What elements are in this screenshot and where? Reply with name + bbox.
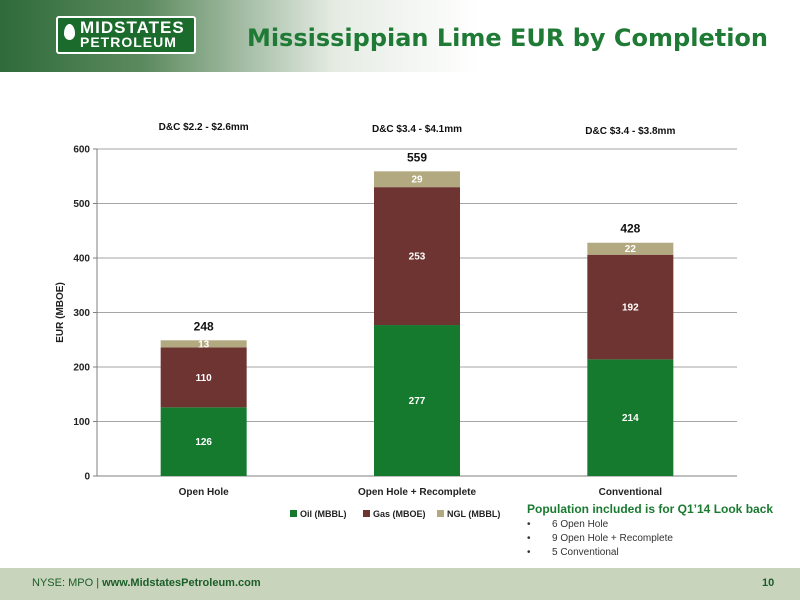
bar-segment: [587, 242, 674, 255]
bar-segment: [374, 325, 460, 476]
data-label: 13: [198, 339, 210, 350]
company-logo: MIDSTATES PETROLEUM: [56, 16, 196, 54]
legend-swatch: [363, 510, 370, 517]
y-tick-label: 600: [73, 145, 90, 156]
list-item: • 6 Open Hole: [527, 518, 673, 532]
total-label: 428: [620, 222, 640, 236]
data-label: 29: [411, 175, 423, 186]
data-label: 253: [409, 252, 426, 263]
data-label: 110: [196, 373, 213, 384]
y-axis-label: EUR (MBOE): [55, 282, 66, 343]
x-tick-label: Open Hole: [179, 487, 229, 498]
bar-segment: [374, 187, 460, 326]
population-title: Population included is for Q1’14 Look ba…: [527, 502, 774, 516]
x-tick-label: Conventional: [599, 487, 663, 498]
footer-bar: [0, 568, 800, 600]
y-tick-label: 200: [73, 363, 90, 374]
bar-segment: [587, 254, 674, 360]
data-label: 126: [195, 437, 212, 448]
legend-swatch: [290, 510, 297, 517]
bullet-icon: •: [527, 533, 531, 544]
list-item: • 5 Conventional: [527, 546, 673, 560]
slide-title: Mississippian Lime EUR by Completion: [246, 24, 768, 52]
legend-label: NGL (MBBL): [447, 509, 500, 519]
logo-line-1: MIDSTATES: [80, 18, 185, 37]
population-item: 9 Open Hole + Recomplete: [552, 533, 673, 544]
bar-segment: [374, 171, 460, 188]
population-item: 6 Open Hole: [552, 519, 609, 530]
data-label: 214: [622, 413, 639, 424]
eur-stacked-bar-chart: 0 100 200 300 400 500 600 EUR (MBOE) 126 110 13 248…: [55, 122, 737, 519]
page-number: 10: [762, 577, 775, 589]
bar-segment: [160, 407, 247, 476]
logo-line-2: PETROLEUM: [80, 34, 177, 50]
population-item: 5 Conventional: [552, 547, 619, 558]
total-label: 559: [407, 150, 427, 164]
footer-url-link[interactable]: www.MidstatesPetroleum.com: [102, 577, 261, 589]
list-item: • 9 Open Hole + Recomplete: [527, 532, 673, 546]
bar-segment: [160, 340, 247, 348]
footer-ticker: NYSE: MPO: [32, 577, 94, 589]
bullet-icon: •: [527, 547, 531, 558]
y-tick-label: 0: [84, 472, 90, 483]
cost-annotation: D&C $3.4 - $4.1mm: [372, 124, 462, 135]
y-tick-label: 500: [73, 199, 90, 210]
total-label: 248: [194, 319, 214, 333]
bar-segment: [587, 359, 674, 476]
cost-annotation: D&C $2.2 - $2.6mm: [159, 122, 249, 133]
data-label: 22: [625, 244, 637, 255]
legend-label: Gas (MBOE): [373, 509, 426, 519]
population-list: • 6 Open Hole • 9 Open Hole + Recomplete •…: [527, 518, 673, 560]
x-tick-label: Open Hole + Recomplete: [358, 487, 477, 498]
cost-annotation: D&C $3.4 - $3.8mm: [585, 126, 675, 137]
y-tick-label: 400: [73, 254, 90, 265]
y-tick-label: 300: [73, 308, 90, 319]
oil-drop-icon: [64, 24, 75, 40]
legend-label: Oil (MBBL): [300, 509, 347, 519]
footer-separator: |: [96, 577, 100, 589]
bar-segment: [160, 347, 247, 408]
bullet-icon: •: [527, 519, 531, 530]
legend-swatch: [437, 510, 444, 517]
y-tick-label: 100: [73, 417, 90, 428]
footer-text: NYSE: MPO | www.MidstatesPetroleum.com: [32, 577, 261, 589]
data-label: 192: [622, 303, 639, 314]
data-label: 277: [409, 396, 426, 407]
